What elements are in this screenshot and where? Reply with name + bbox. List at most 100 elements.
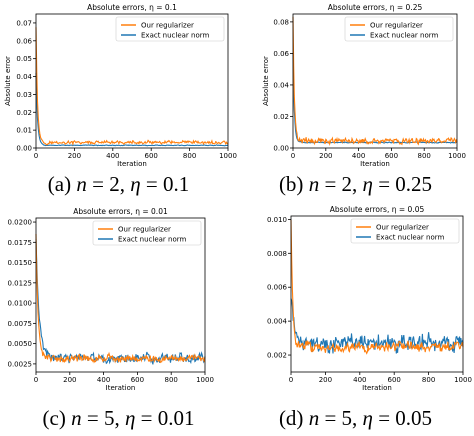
chart-svg: Absolute errors, η = 0.25 0 200 400 600 800 10… — [262, 3, 466, 168]
x-tick-label: 600 — [385, 152, 398, 160]
y-tick-label: 0.04 — [16, 73, 32, 81]
caption-n-value: 5 — [341, 406, 353, 430]
y-tick-label: 0.07 — [16, 19, 32, 27]
caption-label: (c) — [42, 406, 66, 430]
caption-label: (b) — [278, 172, 304, 196]
plot-frame — [35, 217, 206, 373]
chart-panel-c: Absolute errors, η = 0.01 0 200 400 600 800 10… — [0, 200, 237, 400]
x-tick-label: 400 — [106, 152, 119, 160]
legend-label: Our regularizer — [376, 224, 429, 232]
x-tick-label: 400 — [97, 376, 110, 384]
plot-frame — [292, 13, 458, 149]
x-tick-label: 200 — [63, 376, 76, 384]
y-tick-label: 0.08 — [273, 18, 289, 26]
legend-label: Exact nuclear norm — [118, 236, 187, 244]
x-tick-label: 0 — [34, 152, 38, 160]
x-tick-label: 0 — [291, 152, 295, 160]
y-tick-label: 0.05 — [16, 55, 32, 63]
legend-label: Exact nuclear norm — [376, 234, 445, 242]
chart-panel-b: Absolute errors, η = 0.25 0 200 400 600 800 10… — [237, 0, 474, 170]
legend-label: Our regularizer — [141, 22, 194, 30]
y-tick-label: 0.0100 — [8, 300, 33, 308]
x-axis-label: Iteration — [106, 384, 136, 392]
caption-n-value: 2 — [341, 172, 353, 196]
chart-svg: Absolute errors, η = 0.01 0 200 400 600 800 10… — [8, 207, 214, 392]
y-axis-label: Absolute error — [4, 56, 12, 106]
series-line-exact-nuclear-norm — [35, 239, 206, 365]
x-tick-label: 200 — [319, 152, 332, 160]
x-tick-label: 0 — [34, 376, 38, 384]
caption-n-value: 5 — [103, 406, 115, 430]
chart-svg: Absolute errors, η = 0.05 0 200 400 600 800 10… — [267, 205, 472, 392]
x-tick-label: 200 — [319, 376, 332, 384]
caption-label: (d) — [278, 406, 304, 430]
x-axis-label: Iteration — [362, 384, 392, 392]
y-tick-label: 0.00 — [16, 145, 32, 153]
caption-d: (d) n = 5, η = 0.05 — [278, 406, 433, 430]
y-tick-label: 0.0200 — [8, 219, 33, 227]
series-line-our-regularizer — [35, 233, 206, 364]
x-tick-label: 1000 — [196, 376, 214, 384]
chart-title: Absolute errors, η = 0.01 — [73, 207, 168, 216]
y-tick-label: 0.0175 — [8, 239, 33, 247]
x-tick-label: 600 — [388, 376, 401, 384]
x-axis-label: Iteration — [117, 160, 147, 168]
y-tick-label: 0.006 — [267, 284, 288, 292]
caption-eta-value: 0.05 — [395, 406, 433, 430]
y-tick-label: 0.0025 — [8, 360, 33, 368]
y-tick-label: 0.06 — [16, 37, 32, 45]
plot-frame — [290, 215, 464, 373]
legend-label: Our regularizer — [118, 226, 171, 234]
x-tick-label: 800 — [183, 152, 196, 160]
y-tick-label: 0.02 — [273, 113, 289, 121]
legend-box — [115, 16, 225, 42]
y-tick-label: 0.0125 — [8, 279, 33, 287]
y-tick-label: 0.008 — [267, 250, 287, 258]
x-tick-label: 600 — [131, 376, 144, 384]
chart-panel-d: Absolute errors, η = 0.05 0 200 400 600 800 10… — [237, 200, 474, 400]
series-line-exact-nuclear-norm — [35, 72, 229, 147]
x-tick-label: 200 — [68, 152, 81, 160]
y-tick-label: 0.06 — [273, 50, 289, 58]
caption-a: (a) n = 2, η = 0.1 — [47, 172, 190, 196]
x-tick-label: 600 — [145, 152, 158, 160]
y-tick-label: 0.03 — [16, 91, 32, 99]
y-tick-label: 0.010 — [267, 216, 287, 224]
x-tick-label: 800 — [418, 152, 431, 160]
caption-b: (b) n = 2, η = 0.25 — [278, 172, 433, 196]
legend-box — [344, 16, 454, 42]
x-axis-label: Iteration — [360, 160, 390, 168]
legend-box — [350, 218, 460, 244]
x-tick-label: 0 — [289, 376, 293, 384]
x-tick-label: 1000 — [448, 152, 466, 160]
series-line-our-regularizer — [35, 27, 229, 147]
x-tick-label: 800 — [422, 376, 435, 384]
chart-title: Absolute errors, η = 0.25 — [328, 3, 423, 12]
caption-n-value: 2 — [109, 172, 120, 196]
chart-title: Absolute errors, η = 0.1 — [87, 3, 177, 12]
y-tick-label: 0.0050 — [8, 340, 33, 348]
x-tick-label: 400 — [352, 152, 365, 160]
series-line-exact-nuclear-norm — [292, 53, 458, 144]
chart-svg: Absolute errors, η = 0.1 0 200 400 600 800 100… — [4, 3, 237, 168]
legend-box — [92, 220, 202, 246]
y-tick-label: 0.0075 — [8, 320, 33, 328]
caption-label: (a) — [47, 172, 72, 196]
x-tick-label: 1000 — [219, 152, 237, 160]
caption-eta-value: 0.25 — [395, 172, 433, 196]
chart-title: Absolute errors, η = 0.05 — [330, 205, 425, 214]
y-tick-label: 0.01 — [16, 127, 32, 135]
x-tick-label: 1000 — [454, 376, 472, 384]
plot-frame — [35, 13, 229, 149]
y-tick-label: 0.002 — [267, 352, 287, 360]
y-tick-label: 0.0150 — [8, 259, 33, 267]
legend-label: Our regularizer — [370, 22, 423, 30]
chart-panel-a: Absolute errors, η = 0.1 0 200 400 600 800 100… — [0, 0, 237, 170]
y-tick-label: 0.00 — [273, 145, 289, 153]
legend-label: Exact nuclear norm — [370, 32, 439, 40]
y-tick-label: 0.02 — [16, 109, 32, 117]
y-tick-label: 0.04 — [273, 81, 289, 89]
y-tick-label: 0.004 — [267, 318, 288, 326]
caption-c: (c) n = 5, η = 0.01 — [42, 406, 195, 430]
series-line-our-regularizer — [292, 16, 458, 147]
